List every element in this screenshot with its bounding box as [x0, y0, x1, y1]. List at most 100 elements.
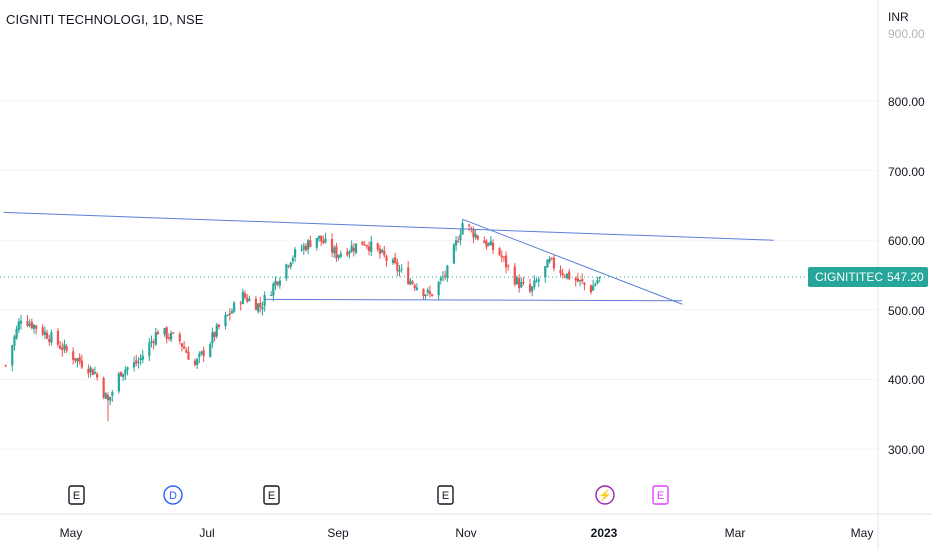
candle [339, 250, 342, 259]
candle [56, 328, 60, 348]
candle [63, 339, 66, 354]
candle [352, 243, 355, 257]
candle [500, 250, 503, 263]
candle [50, 329, 53, 346]
event-earnings-2[interactable]: E [263, 485, 280, 505]
candle [45, 329, 49, 340]
event-earnings-3[interactable]: E [437, 485, 454, 505]
candle [333, 245, 336, 259]
trendline-1[interactable] [3, 211, 774, 241]
candle [320, 235, 323, 247]
candle [209, 341, 212, 358]
candle [102, 376, 105, 400]
candle [126, 366, 129, 376]
earnings-icon: E [657, 490, 664, 502]
event-earnings-upcoming[interactable]: E [652, 485, 669, 505]
candle [263, 291, 266, 312]
last-price-badge[interactable]: CIGNITITEC 547.20 [808, 266, 928, 287]
price-label-800: 800.00 [888, 95, 925, 109]
candle [335, 242, 338, 262]
candle [215, 322, 218, 339]
candle [583, 282, 586, 291]
price-label-400: 400.00 [888, 373, 925, 387]
candle [446, 264, 449, 282]
candle [361, 241, 364, 246]
candle [35, 324, 38, 335]
candle [502, 256, 506, 262]
candle [483, 236, 486, 244]
candle [544, 265, 547, 283]
candle [122, 373, 125, 381]
candle [365, 244, 368, 250]
candle [552, 254, 556, 272]
candle [193, 358, 197, 367]
event-flash[interactable]: ⚡ [595, 485, 615, 505]
candle [383, 245, 386, 258]
candle [431, 293, 434, 297]
candle [452, 243, 455, 264]
candle [183, 340, 186, 350]
candle [180, 342, 184, 352]
candle [261, 301, 264, 316]
candle [454, 235, 458, 252]
candle [367, 241, 371, 256]
candle [363, 241, 366, 246]
event-earnings-1[interactable]: E [68, 485, 85, 505]
candle [287, 264, 290, 269]
candle [507, 264, 510, 271]
trendlines[interactable] [3, 211, 774, 305]
candle [489, 236, 492, 246]
price-label-600: 600.00 [888, 234, 925, 248]
last-price-value: 547.20 [887, 270, 924, 284]
candle [561, 268, 564, 279]
candle [531, 285, 534, 297]
price-label-top: 900.00 [888, 27, 925, 41]
time-label-may-2023: May [851, 526, 874, 540]
time-label-nov: Nov [455, 526, 476, 540]
candle [41, 324, 44, 337]
time-label-jul: Jul [199, 526, 214, 540]
candle [72, 347, 75, 365]
candle [80, 354, 83, 370]
candle [165, 325, 168, 344]
candle [476, 234, 479, 241]
earnings-icon: E [268, 490, 275, 502]
price-label-500: 500.00 [888, 304, 925, 318]
trendline-2[interactable] [264, 298, 683, 302]
candle [172, 331, 175, 335]
price-label-300: 300.00 [888, 443, 925, 457]
candle [259, 296, 262, 313]
candle [254, 295, 258, 310]
candle [415, 283, 419, 291]
candle [178, 331, 181, 345]
candle [224, 311, 227, 330]
candle [324, 232, 327, 244]
candle [422, 288, 425, 300]
candle [28, 319, 31, 328]
candle [391, 257, 395, 265]
candle [226, 314, 229, 317]
candle [487, 242, 490, 247]
candle [152, 338, 155, 350]
candle [578, 279, 582, 287]
lightning-icon: ⚡ [598, 489, 612, 502]
candle [598, 276, 601, 283]
candle [150, 335, 153, 348]
candle [426, 287, 429, 296]
candle [30, 318, 33, 330]
candle [513, 262, 516, 287]
candle [233, 301, 236, 314]
candle [13, 334, 16, 351]
event-dividend[interactable]: D [163, 485, 183, 505]
candle [322, 235, 325, 244]
trendline-3[interactable] [462, 218, 683, 305]
candle [139, 353, 142, 366]
candle [300, 244, 303, 252]
candle [17, 318, 20, 334]
candle [117, 371, 120, 394]
candle [548, 255, 551, 264]
candle [111, 389, 114, 402]
candle [535, 278, 538, 283]
candle [11, 344, 14, 372]
